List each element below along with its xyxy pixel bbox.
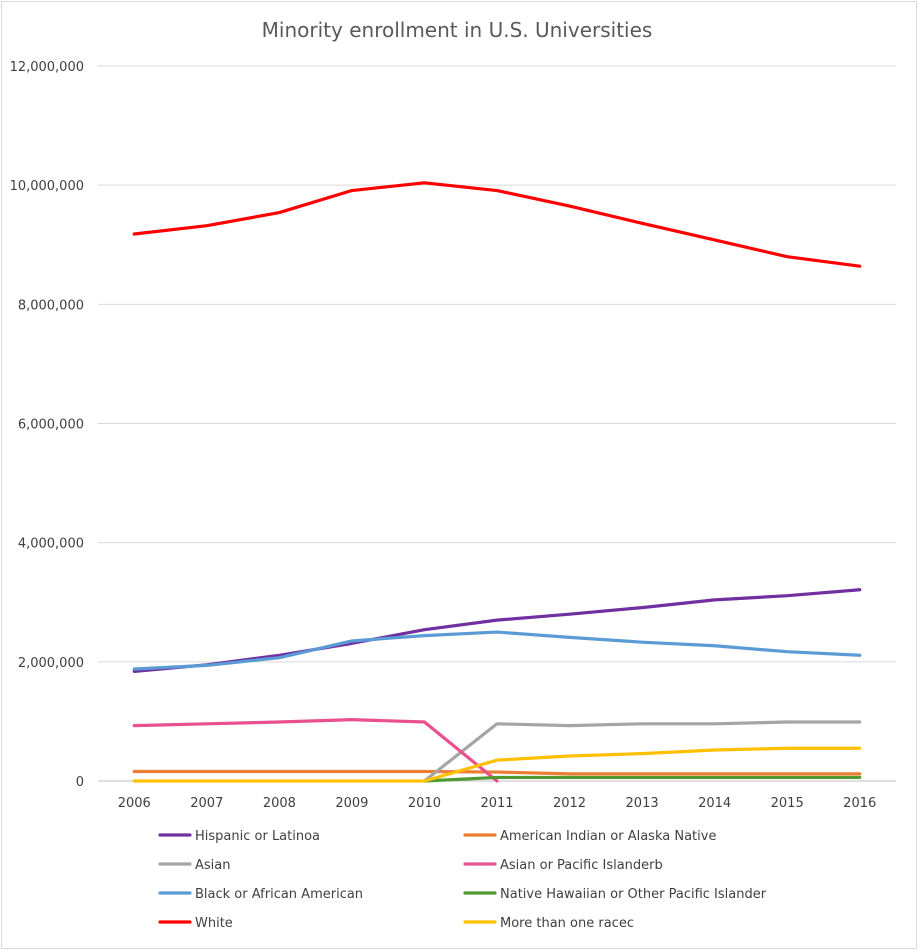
x-tick-label: 2007 bbox=[190, 796, 223, 811]
series-line-native-hawaiian-or-other-pacific-islander bbox=[422, 775, 862, 783]
y-tick-label: 12,000,000 bbox=[10, 60, 84, 75]
legend-label: Asian bbox=[195, 858, 230, 873]
series-line-american-indian-or-alaska-native bbox=[132, 769, 862, 776]
legend-label: Asian or Pacific Islanderb bbox=[500, 858, 663, 873]
series-line-asian-or-pacific-islanderb bbox=[132, 718, 499, 783]
legend-label: Black or African American bbox=[195, 887, 363, 902]
x-tick-label: 2013 bbox=[626, 796, 659, 811]
legend-label: Native Hawaiian or Other Pacific Islande… bbox=[500, 887, 767, 902]
y-axis-ticks: 0 2,000,000 4,000,000 6,000,000 8,000,000 10,… bbox=[10, 60, 84, 790]
x-tick-label: 2012 bbox=[553, 796, 586, 811]
legend-label: American Indian or Alaska Native bbox=[500, 829, 716, 844]
legend-label: Hispanic or Latinoa bbox=[195, 829, 320, 844]
series-lines bbox=[132, 181, 862, 783]
x-tick-label: 2006 bbox=[118, 796, 151, 811]
y-tick-label: 2,000,000 bbox=[18, 656, 84, 671]
legend: Hispanic or Latinoa American Indian or Al… bbox=[158, 829, 767, 931]
x-tick-label: 2014 bbox=[698, 796, 731, 811]
series-line-hispanic-or-latinoa bbox=[132, 588, 862, 673]
series-line-black-or-african-american bbox=[132, 630, 862, 671]
x-tick-label: 2008 bbox=[263, 796, 296, 811]
y-tick-label: 8,000,000 bbox=[18, 298, 84, 313]
x-tick-label: 2011 bbox=[480, 796, 513, 811]
chart-title: Minority enrollment in U.S. Universities bbox=[262, 18, 653, 42]
y-tick-label: 6,000,000 bbox=[18, 418, 84, 433]
x-tick-label: 2015 bbox=[771, 796, 804, 811]
gridlines bbox=[98, 65, 896, 782]
legend-label: White bbox=[195, 916, 233, 931]
series-line-more-than-one-racec bbox=[132, 746, 862, 783]
y-tick-label: 0 bbox=[76, 775, 84, 790]
series-line-white bbox=[132, 181, 862, 268]
x-tick-label: 2016 bbox=[843, 796, 876, 811]
series-line-asian bbox=[422, 720, 862, 783]
y-tick-label: 10,000,000 bbox=[10, 179, 84, 194]
x-tick-label: 2009 bbox=[335, 796, 368, 811]
legend-label: More than one racec bbox=[500, 916, 634, 931]
x-tick-label: 2010 bbox=[408, 796, 441, 811]
y-tick-label: 4,000,000 bbox=[18, 537, 84, 552]
x-axis-ticks: 2006 2007 2008 2009 2010 2011 2012 2013 2014 2015… bbox=[118, 796, 877, 811]
